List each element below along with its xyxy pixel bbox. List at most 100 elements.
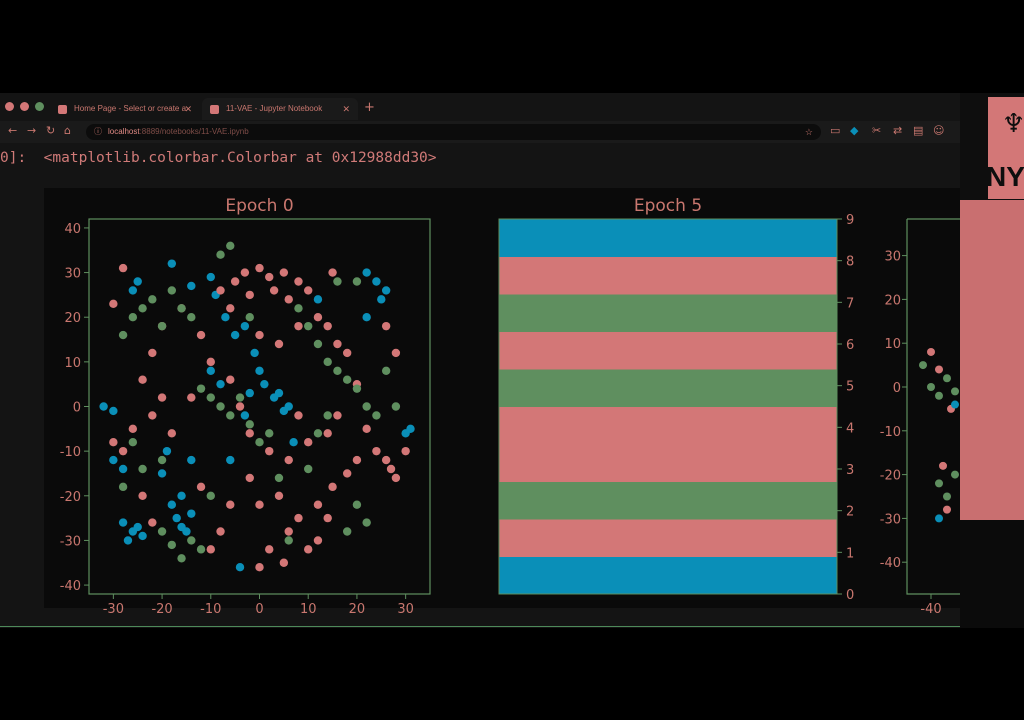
color-band — [499, 406, 837, 445]
forward-icon[interactable]: → — [27, 124, 37, 137]
scatter-point — [323, 321, 332, 331]
scatter-point — [279, 558, 289, 567]
scatter-point — [372, 277, 381, 286]
scatter-point — [381, 366, 391, 375]
scatter-point — [138, 304, 147, 313]
url-input[interactable]: ⓘ localhost:8889/notebooks/11-VAE.ipynb … — [86, 124, 821, 140]
scatter-point — [362, 268, 371, 277]
extension-icon[interactable]: ✂ — [872, 124, 882, 137]
bottom-black-band — [0, 628, 1024, 720]
scatter-point — [162, 446, 172, 456]
color-band — [499, 256, 837, 295]
scatter-point — [167, 429, 177, 438]
url-host: localhost — [108, 127, 140, 136]
x-tick-label: -30 — [103, 602, 124, 617]
scatter-point — [206, 491, 215, 500]
scatter-point — [333, 366, 342, 375]
scatter-point — [927, 383, 935, 391]
scatter-point — [284, 527, 293, 536]
scatter-point — [109, 438, 118, 447]
scatter-point — [342, 348, 352, 358]
scatter-point — [362, 313, 371, 322]
scatter-point — [265, 545, 274, 554]
scatter-point — [187, 509, 196, 518]
y-tick-label: -10 — [60, 445, 81, 460]
scatter-point — [196, 330, 206, 340]
scatter-point — [265, 429, 274, 438]
scatter-point — [386, 464, 396, 474]
colorbar-tick-label: 9 — [846, 213, 854, 228]
tab-home-page[interactable]: Home Page - Select or create a ✕ — [50, 98, 200, 120]
color-band — [499, 294, 837, 332]
scatter-point — [304, 545, 313, 554]
scatter-point — [391, 348, 401, 358]
scatter-point — [939, 461, 947, 470]
scatter-point — [284, 402, 293, 411]
close-tab-icon[interactable]: ✕ — [184, 104, 192, 114]
tab-11-vae[interactable]: 11-VAE - Jupyter Notebook ✕ — [202, 98, 358, 120]
scatter-point — [255, 366, 264, 375]
home-icon[interactable]: ⌂ — [64, 124, 71, 137]
scatter-point — [118, 446, 128, 456]
scatter-point — [323, 429, 332, 438]
colorbar-tick-label: 6 — [846, 338, 854, 353]
y-tick-label: -30 — [880, 512, 901, 527]
close-tab-icon[interactable]: ✕ — [342, 104, 350, 114]
reload-icon[interactable]: ↻ — [46, 124, 56, 137]
y-tick-label: 10 — [64, 356, 81, 371]
maximize-window-icon[interactable] — [35, 102, 44, 111]
scatter-point — [313, 536, 323, 545]
side-image — [960, 200, 1024, 520]
scatter-point — [391, 473, 401, 483]
tab-label: Home Page - Select or create a — [74, 104, 187, 113]
extension-icon[interactable]: ▭ — [830, 124, 841, 137]
colorbar-tick-label: 1 — [846, 546, 854, 561]
scatter-point — [187, 455, 196, 465]
scatter-point — [919, 361, 927, 370]
extension-icon[interactable]: ◆ — [850, 124, 859, 137]
y-tick-label: 30 — [884, 250, 901, 265]
scatter-point — [157, 455, 167, 465]
x-tick-label: 0 — [255, 602, 263, 617]
chart-title: Epoch 5 — [634, 196, 702, 216]
scatter-point — [362, 424, 371, 434]
scatter-point — [313, 429, 323, 438]
scatter-point — [294, 277, 303, 286]
scatter-point — [157, 393, 167, 402]
scatter-point — [226, 375, 235, 384]
x-tick-label: -20 — [151, 602, 172, 617]
scatter-point — [245, 429, 254, 438]
scatter-point — [406, 424, 415, 434]
color-band — [499, 369, 837, 407]
scatter-point — [216, 527, 225, 536]
x-tick-label: 30 — [397, 602, 414, 617]
scatter-point — [167, 540, 177, 550]
profile-icon[interactable]: ☺ — [933, 124, 945, 137]
extension-icon[interactable]: ▤ — [913, 124, 924, 137]
new-tab-icon[interactable]: + — [364, 100, 375, 115]
output-text: <matplotlib.colorbar.Colorbar at 0x12988… — [43, 150, 437, 166]
scatter-point — [167, 286, 177, 295]
y-tick-label: 0 — [73, 401, 81, 416]
y-tick-label: 30 — [64, 267, 81, 282]
scatter-point — [274, 339, 284, 349]
info-icon[interactable]: ⓘ — [94, 127, 102, 136]
scatter-point — [240, 321, 250, 331]
scatter-point — [109, 406, 118, 416]
y-tick-label: 20 — [884, 293, 901, 308]
close-window-icon[interactable] — [5, 102, 14, 111]
y-tick-label: -40 — [60, 579, 81, 594]
scatter-point — [196, 384, 206, 393]
minimize-window-icon[interactable] — [20, 102, 29, 111]
scatter-point — [265, 272, 274, 282]
scatter-point — [148, 295, 157, 304]
extension-icon[interactable]: ⇄ — [893, 124, 903, 137]
color-band — [499, 444, 837, 482]
back-icon[interactable]: ← — [8, 124, 18, 137]
scatter-point — [304, 464, 313, 474]
bookmark-star-icon[interactable]: ☆ — [804, 127, 813, 137]
cell-border — [0, 143, 960, 627]
scatter-point — [216, 286, 225, 295]
plot-frame — [498, 218, 838, 595]
scatter-point — [342, 527, 352, 536]
